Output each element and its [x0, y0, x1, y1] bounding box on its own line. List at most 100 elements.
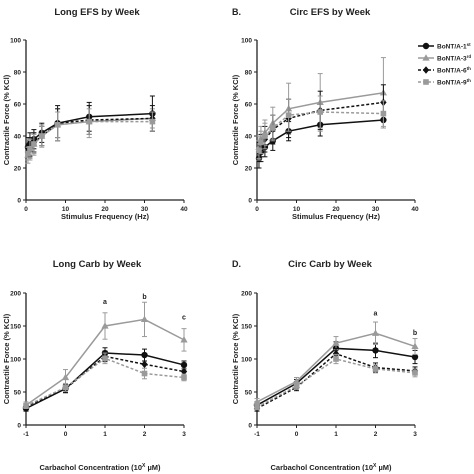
chart-panel-1: B. Circ EFS by Week 0 20 40 60 80 100 0 10 20 30 40 S…	[231, 7, 419, 221]
y-tick-label: 60	[14, 102, 22, 109]
y-tick-label: 100	[241, 357, 252, 364]
data-point	[62, 384, 69, 391]
series-bont-a-9	[254, 353, 418, 411]
x-tick-label: 40	[180, 206, 188, 213]
y-tick-label: 80	[14, 70, 22, 77]
x-tick-label: 0	[24, 206, 28, 213]
data-point	[332, 349, 340, 358]
legend-label-text: BoNT/A-1	[437, 44, 467, 51]
x-tick-label: 0	[295, 431, 299, 438]
significance-label: a	[103, 299, 107, 306]
panel-title: Long Carb by Week	[53, 259, 142, 270]
x-tick-label: 3	[413, 431, 417, 438]
y-tick-label: 50	[14, 390, 22, 397]
legend-marker	[423, 79, 429, 85]
x-axis-label: Carbachol Concentration (10X µM)	[270, 463, 392, 472]
y-tick-label: 50	[245, 390, 253, 397]
y-tick-label: 0	[248, 423, 252, 430]
legend-label: BoNT/A-1st	[437, 42, 471, 51]
legend-label-suffix: th	[467, 78, 471, 83]
y-tick-label: 20	[14, 166, 22, 173]
x-axis-label: Stimulus Frequency (Hz)	[61, 212, 149, 221]
y-tick-label: 100	[241, 38, 252, 45]
x-tick-label: 1	[334, 431, 338, 438]
data-point	[180, 367, 188, 376]
x-axis-label: Carbachol Concentration (10X µM)	[39, 463, 161, 472]
data-point	[31, 141, 37, 147]
legend-entry: BoNT/A-1st	[418, 42, 471, 51]
legend-label-suffix: th	[467, 66, 471, 71]
data-point	[39, 133, 45, 139]
data-point	[25, 150, 31, 157]
x-tick-label: 10	[293, 206, 301, 213]
x-tick-label: 30	[141, 206, 149, 213]
series-bont-a-9	[23, 352, 187, 409]
y-tick-label: 0	[17, 198, 21, 205]
legend-marker	[422, 54, 430, 61]
legend-label-suffix: rd	[467, 54, 472, 59]
y-tick-label: 150	[10, 324, 21, 331]
x-tick-label: 40	[411, 206, 419, 213]
legend-entry: BoNT/A-9th	[418, 78, 471, 87]
significance-label: a	[374, 310, 378, 317]
x-axis-label-unit: µM)	[145, 463, 161, 472]
y-tick-label: 0	[17, 423, 21, 430]
legend-label: BoNT/A-3rd	[437, 54, 471, 63]
series-bont-a-9	[256, 95, 387, 161]
series-line	[25, 357, 185, 407]
legend-label-suffix: st	[467, 42, 472, 47]
y-tick-label: 60	[245, 102, 253, 109]
x-tick-label: 2	[374, 431, 378, 438]
legend-label-text: BoNT/A-6	[437, 68, 467, 75]
x-tick-label: 20	[332, 206, 340, 213]
y-tick-label: 40	[245, 134, 253, 141]
data-point	[61, 373, 70, 381]
y-axis-label: Contractile Force (% KCl)	[2, 313, 11, 404]
legend-label: BoNT/A-6th	[437, 66, 471, 75]
panel-title: Circ EFS by Week	[290, 7, 371, 18]
x-tick-label: 1	[103, 431, 107, 438]
data-point	[262, 133, 268, 139]
y-tick-label: 0	[248, 198, 252, 205]
data-point	[333, 356, 339, 362]
y-axis-label: Contractile Force (% KCl)	[231, 74, 240, 165]
y-axis-label: Contractile Force (% KCl)	[231, 313, 240, 404]
legend-entry: BoNT/A-3rd	[418, 54, 471, 63]
x-axis-label-exponent: X	[142, 463, 146, 469]
data-point	[332, 339, 340, 346]
panel-letter: D.	[232, 259, 241, 269]
data-point	[372, 347, 379, 354]
x-tick-label: -1	[23, 431, 29, 438]
significance-label: b	[142, 294, 146, 301]
significance-label: c	[182, 314, 186, 321]
x-axis-label-unit: µM)	[376, 463, 392, 472]
x-axis-label-main: Carbachol Concentration (10	[270, 463, 373, 472]
data-point	[101, 322, 109, 329]
x-tick-label: 2	[143, 431, 147, 438]
legend-label: BoNT/A-9th	[437, 78, 471, 87]
data-point	[412, 370, 418, 376]
data-point	[54, 122, 61, 128]
data-point	[411, 342, 419, 350]
data-point	[140, 315, 149, 322]
x-tick-label: 3	[182, 431, 186, 438]
data-point	[141, 370, 148, 377]
y-tick-label: 80	[245, 70, 253, 77]
y-tick-label: 200	[241, 291, 252, 298]
chart-panel-0: Long EFS by Week 0 20 40 60 80 100 0 10 20 30 40 Sti…	[2, 7, 188, 221]
data-point	[256, 147, 262, 154]
data-point	[141, 360, 148, 369]
data-point	[270, 125, 276, 131]
series-bont-a-9	[25, 108, 156, 161]
y-tick-label: 200	[10, 291, 21, 298]
legend-marker	[422, 42, 430, 50]
x-tick-label: -1	[254, 431, 260, 438]
data-point	[254, 404, 260, 410]
data-point	[180, 336, 188, 343]
x-tick-label: 20	[101, 206, 109, 213]
x-axis-label-main: Carbachol Concentration (10	[39, 463, 142, 472]
data-point	[258, 139, 264, 146]
